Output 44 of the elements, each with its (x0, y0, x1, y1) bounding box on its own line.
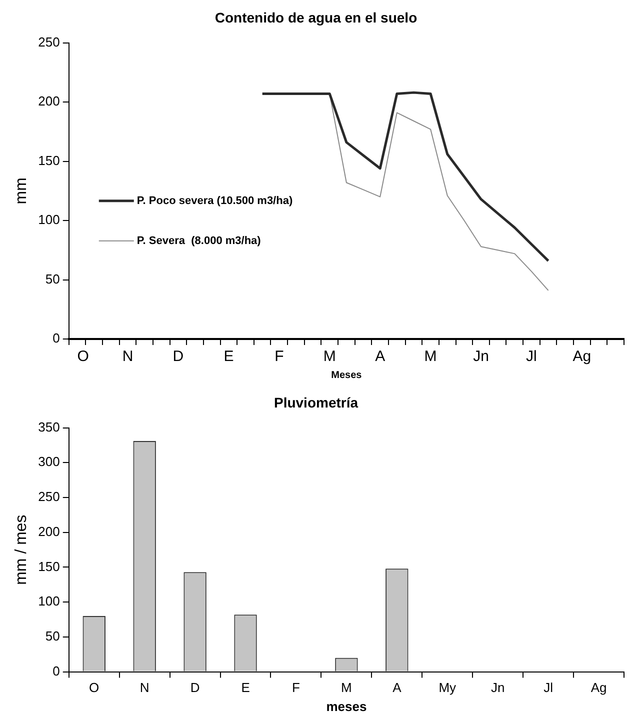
x-axis-title: Meses (331, 370, 362, 381)
x-tick-label: My (438, 680, 457, 696)
y-tick-label: 300 (38, 454, 60, 470)
y-tick-label: 0 (52, 330, 60, 346)
x-tick-label: F (292, 680, 300, 696)
y-axis-title: mm / mes (13, 514, 30, 585)
x-tick-label: M (424, 348, 437, 366)
x-tick-label: Jn (473, 348, 489, 366)
y-tick-label: 250 (38, 489, 60, 504)
x-tick-label: Ag (572, 348, 592, 366)
y-tick-label: 350 (38, 419, 60, 434)
x-tick-label: D (190, 680, 200, 696)
y-tick-label: 250 (38, 34, 60, 50)
legend-label: P. Severa (8.000 m3/ha) (136, 234, 262, 247)
x-tick-label: Ag (590, 680, 607, 696)
x-tick-label: M (323, 348, 336, 366)
y-axis-title: mm (13, 178, 30, 204)
x-tick-label: E (224, 348, 234, 366)
chart-title: Pluviometría (274, 394, 358, 410)
y-tick-label: 50 (45, 628, 60, 644)
x-tick-label: E (241, 680, 250, 696)
x-tick-label: A (375, 348, 386, 366)
x-tick-label: O (89, 680, 100, 696)
y-tick-label: 150 (38, 152, 60, 168)
y-tick-label: 200 (38, 524, 60, 539)
y-tick-label: 100 (38, 212, 60, 228)
x-tick-label: N (122, 348, 134, 366)
y-tick-label: 50 (45, 271, 60, 286)
x-tick-label: M (341, 680, 352, 696)
x-tick-label: O (77, 348, 89, 366)
x-tick-label: Jl (526, 348, 537, 366)
x-tick-label: Jl (544, 680, 554, 696)
x-tick-label: N (140, 680, 150, 696)
y-tick-label: 100 (38, 594, 60, 609)
chart-title: Contenido de agua en el suelo (214, 9, 418, 26)
x-tick-label: A (392, 680, 402, 696)
x-tick-label: D (172, 348, 184, 366)
y-tick-label: 150 (38, 558, 60, 574)
y-tick-label: 0 (52, 663, 60, 678)
legend-label: P. Poco severa (10.500 m3/ha) (136, 194, 293, 207)
x-tick-label: Jn (490, 680, 505, 696)
x-tick-label: F (274, 348, 284, 366)
y-tick-label: 200 (38, 94, 60, 109)
x-axis-title: meses (326, 698, 367, 714)
